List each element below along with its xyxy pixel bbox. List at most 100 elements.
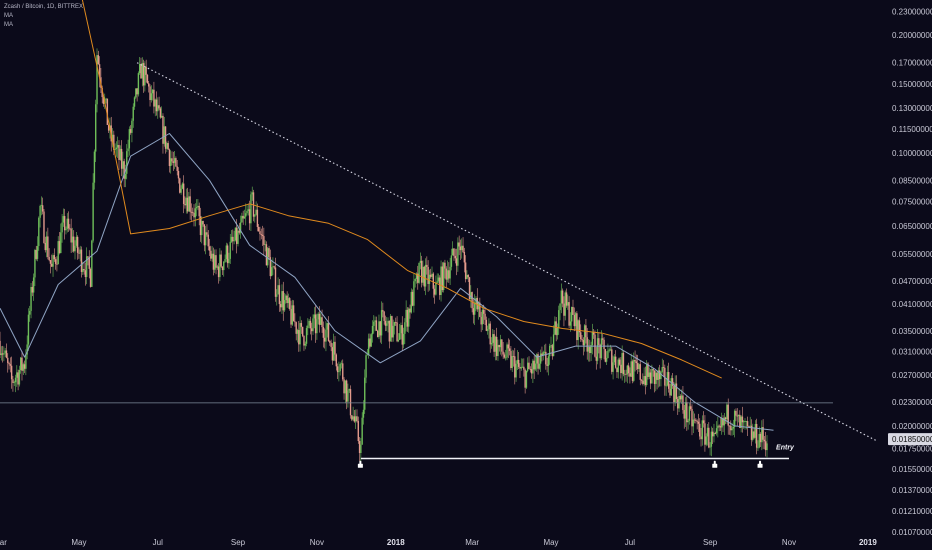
candle-body: [325, 329, 327, 342]
y-tick-label: 0.23000000: [892, 7, 932, 16]
candle-body: [4, 350, 6, 354]
candle-body: [765, 441, 767, 451]
candle-body: [338, 371, 340, 373]
y-tick-label: 0.01550000: [892, 465, 932, 474]
candle-body: [640, 379, 643, 381]
candle-body: [122, 161, 124, 169]
candle-body: [613, 356, 616, 363]
candle-body: [349, 389, 352, 416]
candle-body: [520, 367, 522, 369]
candle-body: [57, 241, 59, 265]
candle-body: [528, 362, 530, 369]
candle-body: [273, 266, 275, 268]
candle-body: [89, 268, 92, 287]
candle-body: [710, 431, 713, 447]
candle-body: [261, 234, 264, 237]
candle-body: [591, 332, 594, 346]
candle-body: [702, 420, 705, 424]
candle-body: [56, 263, 58, 265]
candle-body: [684, 402, 687, 419]
candle-body: [374, 320, 376, 322]
candle-body: [499, 339, 502, 348]
candle-body: [34, 249, 36, 278]
thumbs-up-icon: [357, 460, 363, 468]
candle-body: [215, 255, 217, 268]
symbol-label: Zcash / Bitcoin, 1D, BITTREX: [4, 4, 84, 10]
candle-body: [648, 372, 651, 377]
candle-body: [172, 161, 175, 163]
candle-body: [556, 327, 559, 336]
candle-body: [180, 188, 182, 193]
candle-body: [348, 389, 350, 391]
candle-body: [31, 286, 34, 293]
candle-body: [114, 149, 116, 151]
candle-body: [265, 244, 268, 266]
candle-body: [643, 376, 645, 384]
candle-body: [578, 320, 581, 333]
candle-body: [471, 292, 473, 309]
candle-body: [356, 416, 358, 422]
y-tick-label: 0.15000000: [892, 80, 932, 89]
candle-body: [150, 93, 153, 101]
candle-body: [69, 228, 71, 230]
candle-body: [559, 303, 561, 311]
candle-body: [705, 436, 707, 445]
candle-body: [596, 338, 599, 361]
candle-body: [294, 321, 296, 323]
candle-body: [204, 232, 207, 246]
candle-body: [658, 370, 661, 380]
candle-body: [146, 74, 149, 84]
x-tick-label: May: [71, 538, 86, 547]
candle-body: [669, 388, 671, 396]
candle-body: [675, 383, 678, 400]
y-tick-label: 0.02000000: [892, 422, 932, 431]
candle-body: [238, 230, 240, 233]
candle-body: [186, 197, 189, 212]
candle-body: [96, 55, 98, 105]
candle-body: [16, 372, 18, 378]
candle-body: [647, 363, 649, 377]
candle-body: [696, 420, 698, 422]
candle-body: [52, 255, 54, 267]
candle-body: [436, 281, 438, 283]
x-tick-label: Sep: [231, 538, 246, 547]
candle-body: [732, 426, 735, 429]
candle-body: [458, 242, 460, 247]
candle-body: [347, 390, 349, 402]
candle-body: [582, 340, 585, 346]
candle-body: [489, 323, 491, 345]
y-tick-label: 0.01750000: [892, 445, 932, 454]
candle-body: [119, 148, 121, 160]
candle-body: [574, 313, 577, 327]
candle-body: [572, 306, 574, 315]
candle-body: [718, 425, 720, 427]
candle-body: [420, 260, 423, 283]
candle-body: [70, 228, 72, 243]
candle-body: [426, 264, 428, 267]
x-axis[interactable]: Mar May Jul Sep Nov 2018 Mar May Jul Sep Nov 2019: [0, 538, 877, 547]
candle-body: [714, 432, 716, 434]
candle-body: [39, 205, 41, 218]
candle-body: [424, 264, 427, 287]
y-tick-label: 0.04100000: [892, 300, 932, 309]
candle-body: [117, 145, 119, 148]
candle-body: [699, 423, 701, 437]
candle-body: [595, 356, 597, 361]
candle-body: [719, 426, 722, 428]
candle-body: [74, 245, 76, 252]
candle-body: [452, 248, 454, 256]
ma-slow-line: [81, 0, 722, 379]
candle-body: [476, 297, 478, 310]
candle-body: [40, 205, 43, 207]
candle-body: [30, 286, 32, 311]
candle-body: [106, 98, 109, 125]
candle-body: [547, 356, 550, 366]
candle-body: [406, 309, 409, 327]
candle-body: [567, 302, 569, 306]
candle-body: [590, 345, 592, 354]
candle-body: [289, 298, 291, 309]
candle-body: [516, 359, 519, 364]
y-axis[interactable]: 0.23000000 0.20000000 0.17000000 0.15000000…: [888, 7, 932, 537]
thumb-body: [712, 463, 718, 468]
